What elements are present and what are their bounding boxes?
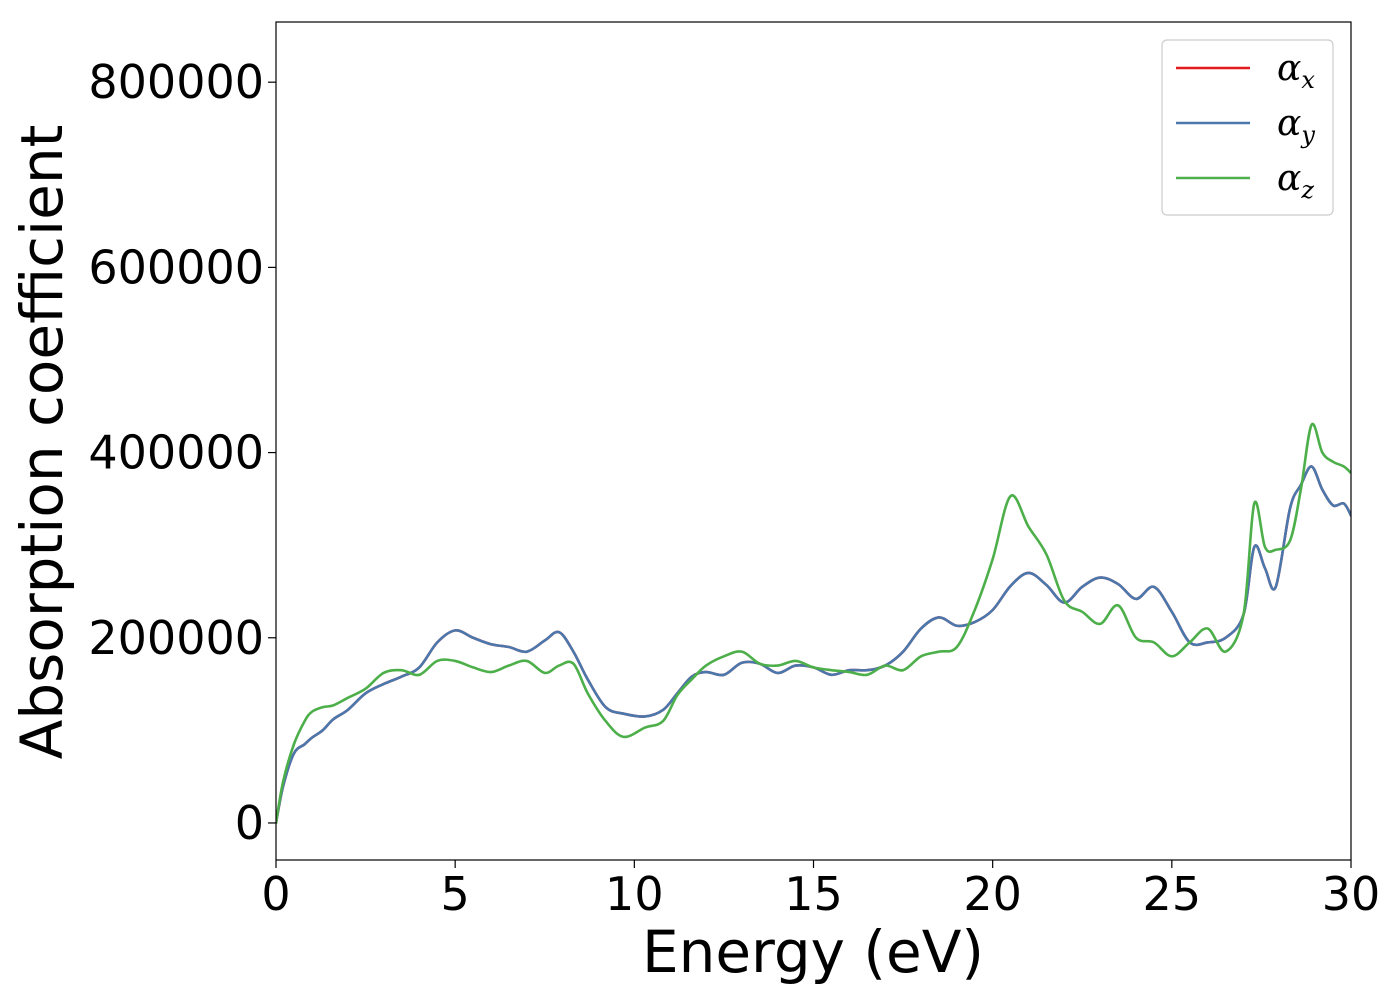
x-tick-label: 20 [963, 867, 1022, 921]
legend-box [1161, 39, 1334, 216]
y-axis-title: Absorption coefficient [8, 125, 76, 760]
series-layer [276, 422, 1351, 825]
x-tick-label: 30 [1322, 867, 1381, 921]
legend-label-1: αx [1277, 48, 1315, 94]
x-tick-label: 10 [605, 867, 664, 921]
x-axis-ticks: 0 5 10 15 20 25 30 [261, 860, 1380, 921]
y-tick-label: 400000 [88, 426, 264, 480]
series-line-3 [276, 422, 1351, 825]
x-tick-label: 5 [441, 867, 470, 921]
y-axis-ticks: 0 200000 400000 600000 800000 [88, 55, 276, 850]
y-tick-label: 600000 [88, 240, 264, 294]
x-axis-title: Energy (eV) [642, 918, 984, 986]
x-tick-label: 25 [1143, 867, 1202, 921]
y-tick-label: 800000 [88, 55, 264, 109]
x-tick-label: 15 [784, 867, 843, 921]
x-tick-label: 0 [261, 867, 290, 921]
y-tick-label: 0 [235, 796, 264, 850]
y-tick-label: 200000 [88, 611, 264, 665]
